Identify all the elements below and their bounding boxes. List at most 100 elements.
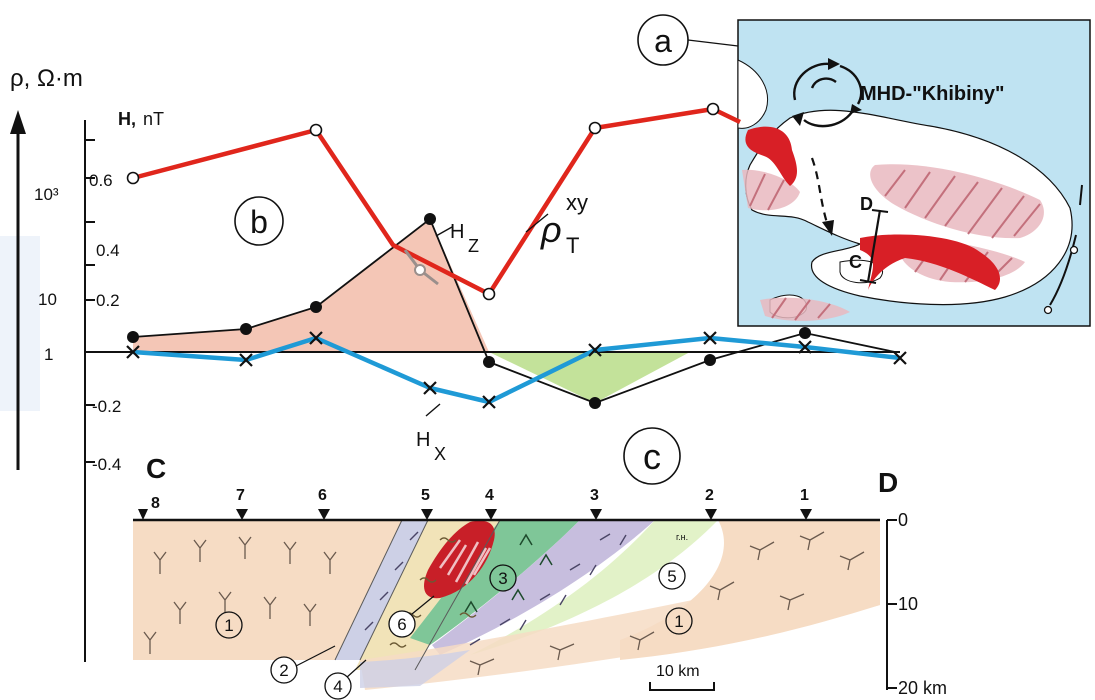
unit-number: 5 xyxy=(667,567,676,586)
map-vortex-arrows xyxy=(793,62,863,128)
rho-point xyxy=(706,102,720,116)
scale-bar-label: 10 km xyxy=(656,663,700,680)
rho-tick-label: 10³ xyxy=(34,185,59,204)
map-hatched-zone-3 xyxy=(742,169,800,211)
station-label: 7 xyxy=(236,487,245,504)
mhd-label: MHD-"Khibiny" xyxy=(860,83,1005,105)
unit-5 xyxy=(470,520,718,655)
station-marker xyxy=(590,509,602,520)
hx-point xyxy=(893,351,907,365)
rho-point xyxy=(126,171,140,185)
unit-2 xyxy=(335,520,428,660)
depth-tick-label: 10 xyxy=(898,594,918,614)
map-point xyxy=(1043,305,1053,315)
hz-point xyxy=(799,327,811,339)
unit-number: 2 xyxy=(279,661,288,680)
panel-a-circle xyxy=(637,14,689,66)
margin-strip xyxy=(0,236,40,411)
h-tick-label: 0.6 xyxy=(89,171,113,190)
rho-point xyxy=(482,287,496,301)
tiny-label: г.н. xyxy=(676,532,688,542)
map-land-west xyxy=(737,59,768,129)
intrusion-stripes xyxy=(438,539,492,585)
hz-points xyxy=(127,213,811,409)
rho-tick-label: 10 xyxy=(38,290,57,309)
station-marker xyxy=(800,509,812,520)
map-coast-line xyxy=(1049,184,1083,306)
h-tick-label: -0.2 xyxy=(92,397,121,416)
map-panel: D C MHD-"Khibiny" xyxy=(737,19,1091,327)
hz-point xyxy=(310,301,322,313)
rho-t-label: ρ xyxy=(540,209,562,250)
hx-label-sub: X xyxy=(434,444,446,464)
station-label: 1 xyxy=(800,487,809,504)
unit-number: 1 xyxy=(674,612,683,631)
unit-violet xyxy=(432,520,655,655)
station-label: 4 xyxy=(485,487,494,504)
hz-point xyxy=(483,356,495,368)
station-label: 6 xyxy=(318,487,327,504)
station-label: 2 xyxy=(705,487,714,504)
rho-point xyxy=(309,123,323,137)
panel-b-label: b xyxy=(250,204,268,240)
station-label: 3 xyxy=(590,487,599,504)
hz-point xyxy=(424,213,436,225)
unit-number: 4 xyxy=(333,677,342,696)
rho-t-sub: T xyxy=(566,233,579,258)
hz-negative-area xyxy=(489,352,690,403)
map-profile-line xyxy=(866,209,882,283)
map-vortex-heads xyxy=(792,58,862,126)
hz-label-sub: Z xyxy=(468,236,479,256)
rho-axis-label: ρ, Ω·m xyxy=(10,65,83,92)
depth-tick-label: 0 xyxy=(898,510,908,530)
panel-c-label: c xyxy=(643,436,661,477)
profile-label-d: D xyxy=(878,467,898,498)
hx-point xyxy=(423,381,437,395)
unit-4-symbols xyxy=(389,537,477,648)
unit-number-markers: 1 2 4 6 3 5 1 xyxy=(215,562,693,700)
hx-point xyxy=(482,395,496,409)
station-marker xyxy=(138,509,148,520)
hx-points xyxy=(126,331,907,409)
rho-point xyxy=(588,121,602,135)
profile-label-c: C xyxy=(146,453,166,484)
depth-tick-label: 20 km xyxy=(898,678,947,698)
unit-3-symbols xyxy=(464,533,553,613)
station-label: 5 xyxy=(421,487,430,504)
rho-tick-label: 1 xyxy=(44,345,53,364)
cross-section: г.н. xyxy=(133,518,880,690)
depth-ticks xyxy=(887,519,897,689)
unit-boundaries xyxy=(334,519,501,671)
panel-c-circle xyxy=(623,427,681,485)
unit-number: 6 xyxy=(397,615,406,634)
map-red-body-2 xyxy=(860,234,1000,290)
h-tick-label: 0.2 xyxy=(96,291,120,310)
unit-number: 1 xyxy=(224,616,233,635)
map-dashed-arrow xyxy=(810,157,830,227)
hx-point xyxy=(588,343,602,357)
panel-b-circle xyxy=(234,196,284,246)
station-markers xyxy=(138,509,812,520)
scale-bar xyxy=(649,682,715,691)
panel-a-label: a xyxy=(654,23,672,59)
unit-violet-symbols xyxy=(364,531,627,646)
station-label: 8 xyxy=(151,495,160,512)
unit-number: 3 xyxy=(498,569,507,588)
map-dashed-arrowhead xyxy=(822,220,834,236)
station-labels: 8 7 6 5 4 3 2 1 xyxy=(151,487,809,512)
hz-point xyxy=(240,323,252,335)
hx-point xyxy=(309,331,323,345)
h-axis-label: H, xyxy=(118,109,136,129)
rho-t-sup: xy xyxy=(566,190,588,215)
unit-6-intrusion xyxy=(424,520,495,599)
rho-axis-arrowhead xyxy=(10,110,26,134)
hx-point xyxy=(798,340,812,354)
h-axis-unit: nT xyxy=(143,109,164,129)
station-marker xyxy=(236,509,248,520)
rho-points xyxy=(126,102,720,301)
map-label-d: D xyxy=(860,194,873,214)
station-marker xyxy=(421,509,433,520)
hx-point xyxy=(703,331,717,345)
map-red-body-1 xyxy=(745,126,797,186)
